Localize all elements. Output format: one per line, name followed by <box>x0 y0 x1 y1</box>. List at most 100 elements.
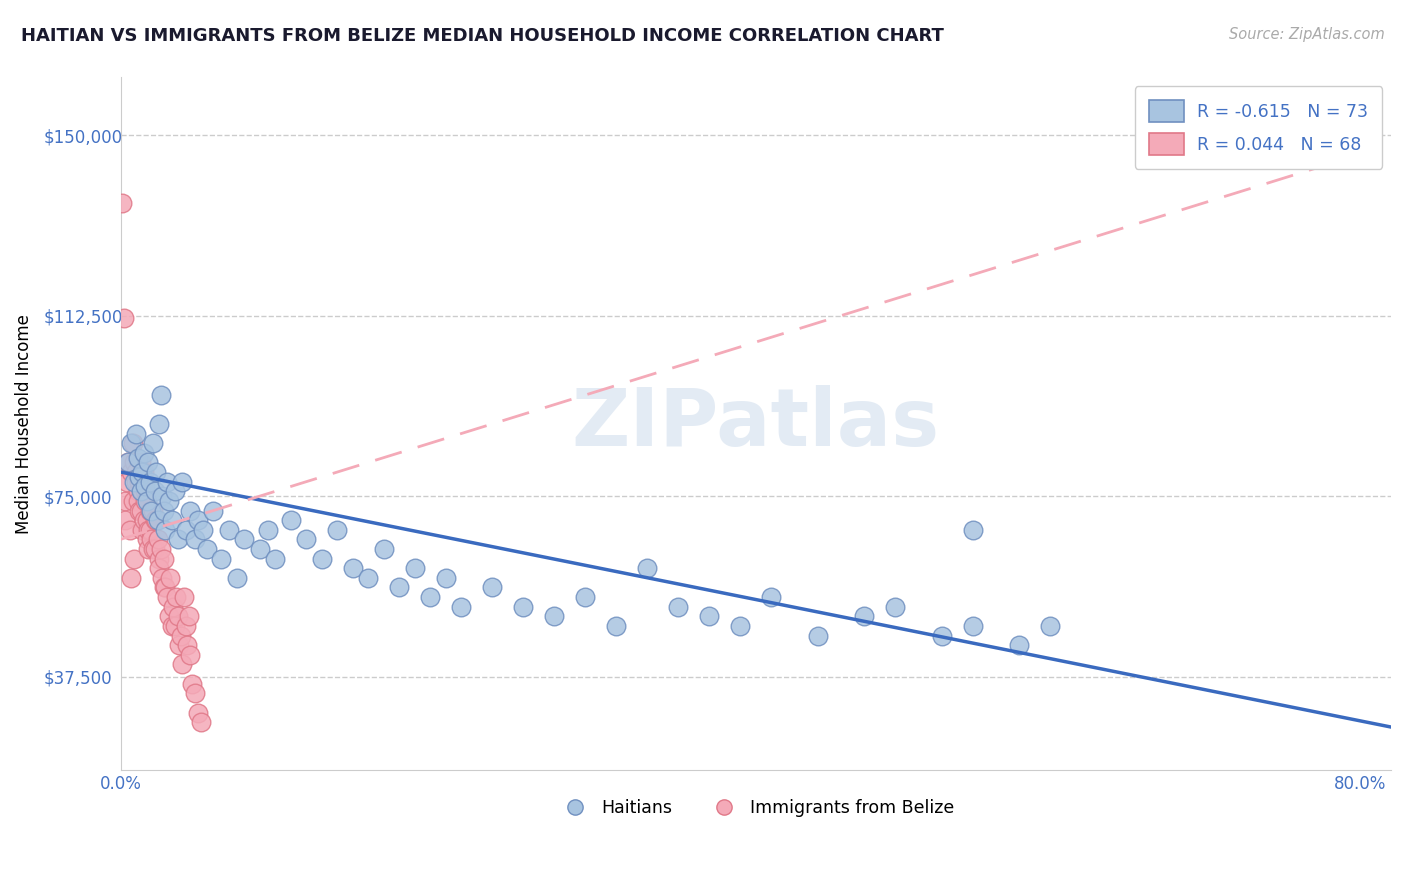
Point <box>134 494 156 508</box>
Point <box>143 541 166 556</box>
Point <box>153 551 176 566</box>
Point <box>129 455 152 469</box>
Y-axis label: Median Household Income: Median Household Income <box>15 314 32 533</box>
Point <box>481 581 503 595</box>
Point <box>187 513 209 527</box>
Point <box>125 465 148 479</box>
Point <box>264 551 287 566</box>
Point <box>1008 638 1031 652</box>
Point <box>117 455 139 469</box>
Point <box>434 571 457 585</box>
Point <box>180 677 202 691</box>
Point <box>149 388 172 402</box>
Point <box>132 513 155 527</box>
Point <box>373 541 395 556</box>
Point <box>134 484 156 499</box>
Point <box>124 475 146 489</box>
Point <box>176 638 198 652</box>
Point <box>179 648 201 662</box>
Point <box>120 436 142 450</box>
Point <box>155 581 177 595</box>
Legend: Haitians, Immigrants from Belize: Haitians, Immigrants from Belize <box>550 792 962 824</box>
Point <box>125 426 148 441</box>
Point <box>156 590 179 604</box>
Point <box>153 503 176 517</box>
Point <box>249 541 271 556</box>
Point <box>117 455 139 469</box>
Point <box>574 590 596 604</box>
Point <box>134 479 156 493</box>
Point <box>233 533 256 547</box>
Point <box>138 523 160 537</box>
Point <box>166 609 188 624</box>
Point <box>165 590 187 604</box>
Point <box>148 551 170 566</box>
Point <box>728 619 751 633</box>
Point <box>160 619 183 633</box>
Point <box>122 436 145 450</box>
Point <box>124 551 146 566</box>
Point <box>145 465 167 479</box>
Point <box>326 523 349 537</box>
Point <box>166 533 188 547</box>
Point <box>172 475 194 489</box>
Point <box>128 475 150 489</box>
Point <box>209 551 232 566</box>
Point <box>138 541 160 556</box>
Point <box>388 581 411 595</box>
Point <box>174 619 197 633</box>
Point <box>177 609 200 624</box>
Point <box>962 619 984 633</box>
Point <box>135 494 157 508</box>
Text: Source: ZipAtlas.com: Source: ZipAtlas.com <box>1229 27 1385 42</box>
Point <box>931 629 953 643</box>
Point <box>114 513 136 527</box>
Point <box>962 523 984 537</box>
Point <box>131 523 153 537</box>
Point <box>141 503 163 517</box>
Point <box>128 503 150 517</box>
Point <box>139 475 162 489</box>
Point <box>143 513 166 527</box>
Point <box>135 533 157 547</box>
Point <box>142 503 165 517</box>
Point <box>187 706 209 720</box>
Point <box>853 609 876 624</box>
Point <box>163 484 186 499</box>
Point <box>141 533 163 547</box>
Point <box>218 523 240 537</box>
Point <box>157 609 180 624</box>
Point <box>142 541 165 556</box>
Point <box>156 475 179 489</box>
Point <box>807 629 830 643</box>
Point <box>129 503 152 517</box>
Point <box>190 715 212 730</box>
Point <box>148 417 170 431</box>
Point <box>342 561 364 575</box>
Point <box>170 629 193 643</box>
Point <box>761 590 783 604</box>
Point <box>143 484 166 499</box>
Point <box>148 561 170 575</box>
Point <box>512 599 534 614</box>
Point <box>115 475 138 489</box>
Point <box>162 599 184 614</box>
Point <box>149 541 172 556</box>
Point <box>155 523 177 537</box>
Point <box>543 609 565 624</box>
Point <box>173 590 195 604</box>
Point <box>605 619 627 633</box>
Point <box>184 533 207 547</box>
Point <box>146 533 169 547</box>
Point <box>124 455 146 469</box>
Point <box>142 436 165 450</box>
Text: ZIPatlas: ZIPatlas <box>572 384 939 463</box>
Point <box>132 446 155 460</box>
Point <box>120 465 142 479</box>
Point <box>146 513 169 527</box>
Point <box>159 571 181 585</box>
Point <box>139 523 162 537</box>
Point <box>280 513 302 527</box>
Point <box>127 450 149 465</box>
Point <box>169 638 191 652</box>
